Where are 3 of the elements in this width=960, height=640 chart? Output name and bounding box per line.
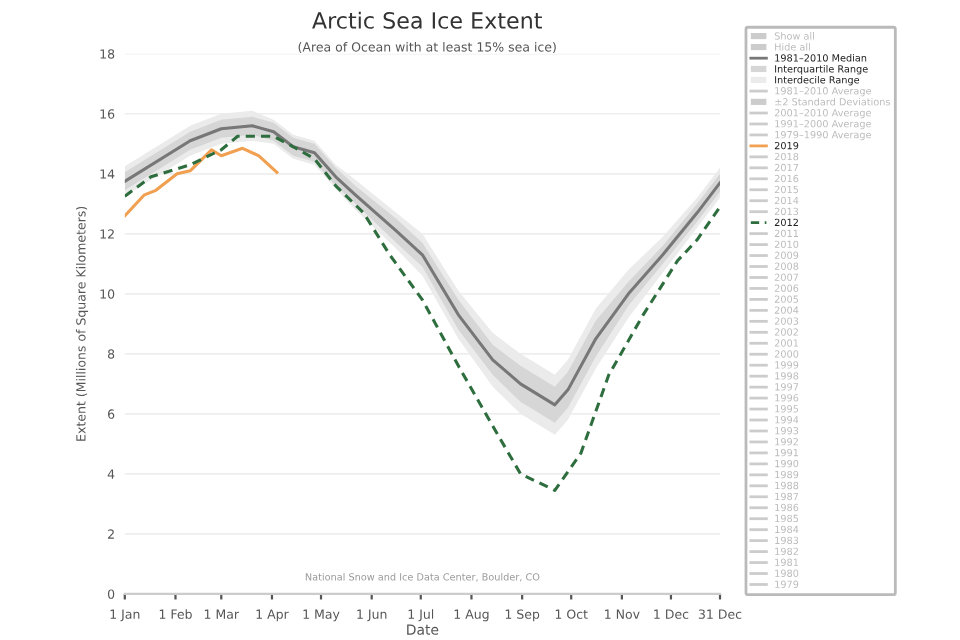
line-series — [124, 134, 720, 492]
line-series — [124, 146, 279, 218]
chart-title: Arctic Sea Ice Extent — [312, 11, 542, 29]
